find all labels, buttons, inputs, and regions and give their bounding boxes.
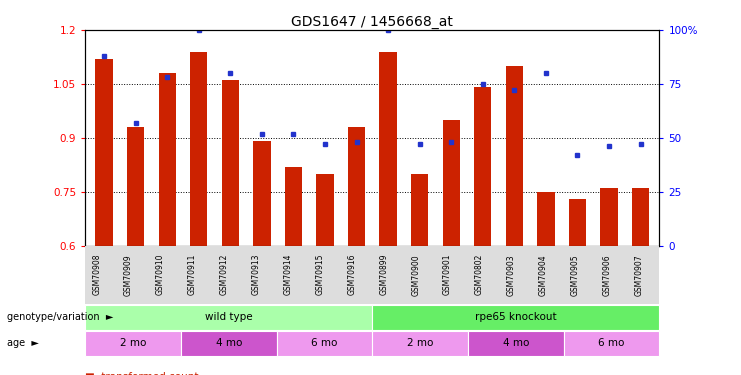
Bar [316, 174, 333, 246]
Bar [159, 73, 176, 246]
Text: 4 mo: 4 mo [216, 339, 242, 348]
Text: GSM70910: GSM70910 [156, 254, 165, 296]
Text: GSM70911: GSM70911 [188, 254, 197, 296]
Bar [96, 59, 113, 246]
Text: GSM70901: GSM70901 [443, 254, 452, 296]
Bar [127, 127, 144, 246]
Bar [348, 127, 365, 246]
Text: GSM70915: GSM70915 [316, 254, 325, 296]
Text: GSM70905: GSM70905 [571, 254, 579, 296]
Bar [569, 199, 586, 246]
Text: age  ►: age ► [7, 339, 39, 348]
Bar [600, 188, 618, 246]
Title: GDS1647 / 1456668_at: GDS1647 / 1456668_at [291, 15, 453, 29]
Text: 2 mo: 2 mo [120, 339, 146, 348]
Text: GSM70907: GSM70907 [634, 254, 643, 296]
Bar [285, 166, 302, 246]
Bar [537, 192, 554, 246]
Text: ■  transformed count: ■ transformed count [85, 372, 199, 375]
Bar [474, 87, 491, 246]
Text: rpe65 knockout: rpe65 knockout [475, 312, 556, 322]
Text: GSM70909: GSM70909 [124, 254, 133, 296]
Text: GSM70912: GSM70912 [220, 254, 229, 296]
Bar [222, 80, 239, 246]
Text: 6 mo: 6 mo [311, 339, 338, 348]
Text: GSM70900: GSM70900 [411, 254, 420, 296]
Bar [253, 141, 270, 246]
Text: genotype/variation  ►: genotype/variation ► [7, 312, 114, 322]
Text: GSM70913: GSM70913 [252, 254, 261, 296]
Text: wild type: wild type [205, 312, 253, 322]
Text: 6 mo: 6 mo [599, 339, 625, 348]
Text: 4 mo: 4 mo [502, 339, 529, 348]
Text: 2 mo: 2 mo [407, 339, 433, 348]
Bar [505, 66, 523, 246]
Text: GSM70802: GSM70802 [475, 254, 484, 296]
Text: GSM70903: GSM70903 [507, 254, 516, 296]
Text: GSM70916: GSM70916 [348, 254, 356, 296]
Text: GSM70914: GSM70914 [284, 254, 293, 296]
Bar [411, 174, 428, 246]
Bar [442, 120, 460, 246]
Text: GSM70908: GSM70908 [92, 254, 102, 296]
Text: GSM70899: GSM70899 [379, 254, 388, 296]
Bar [379, 52, 397, 246]
Text: GSM70906: GSM70906 [602, 254, 611, 296]
Bar [632, 188, 649, 246]
Text: GSM70904: GSM70904 [539, 254, 548, 296]
Bar [190, 52, 207, 246]
